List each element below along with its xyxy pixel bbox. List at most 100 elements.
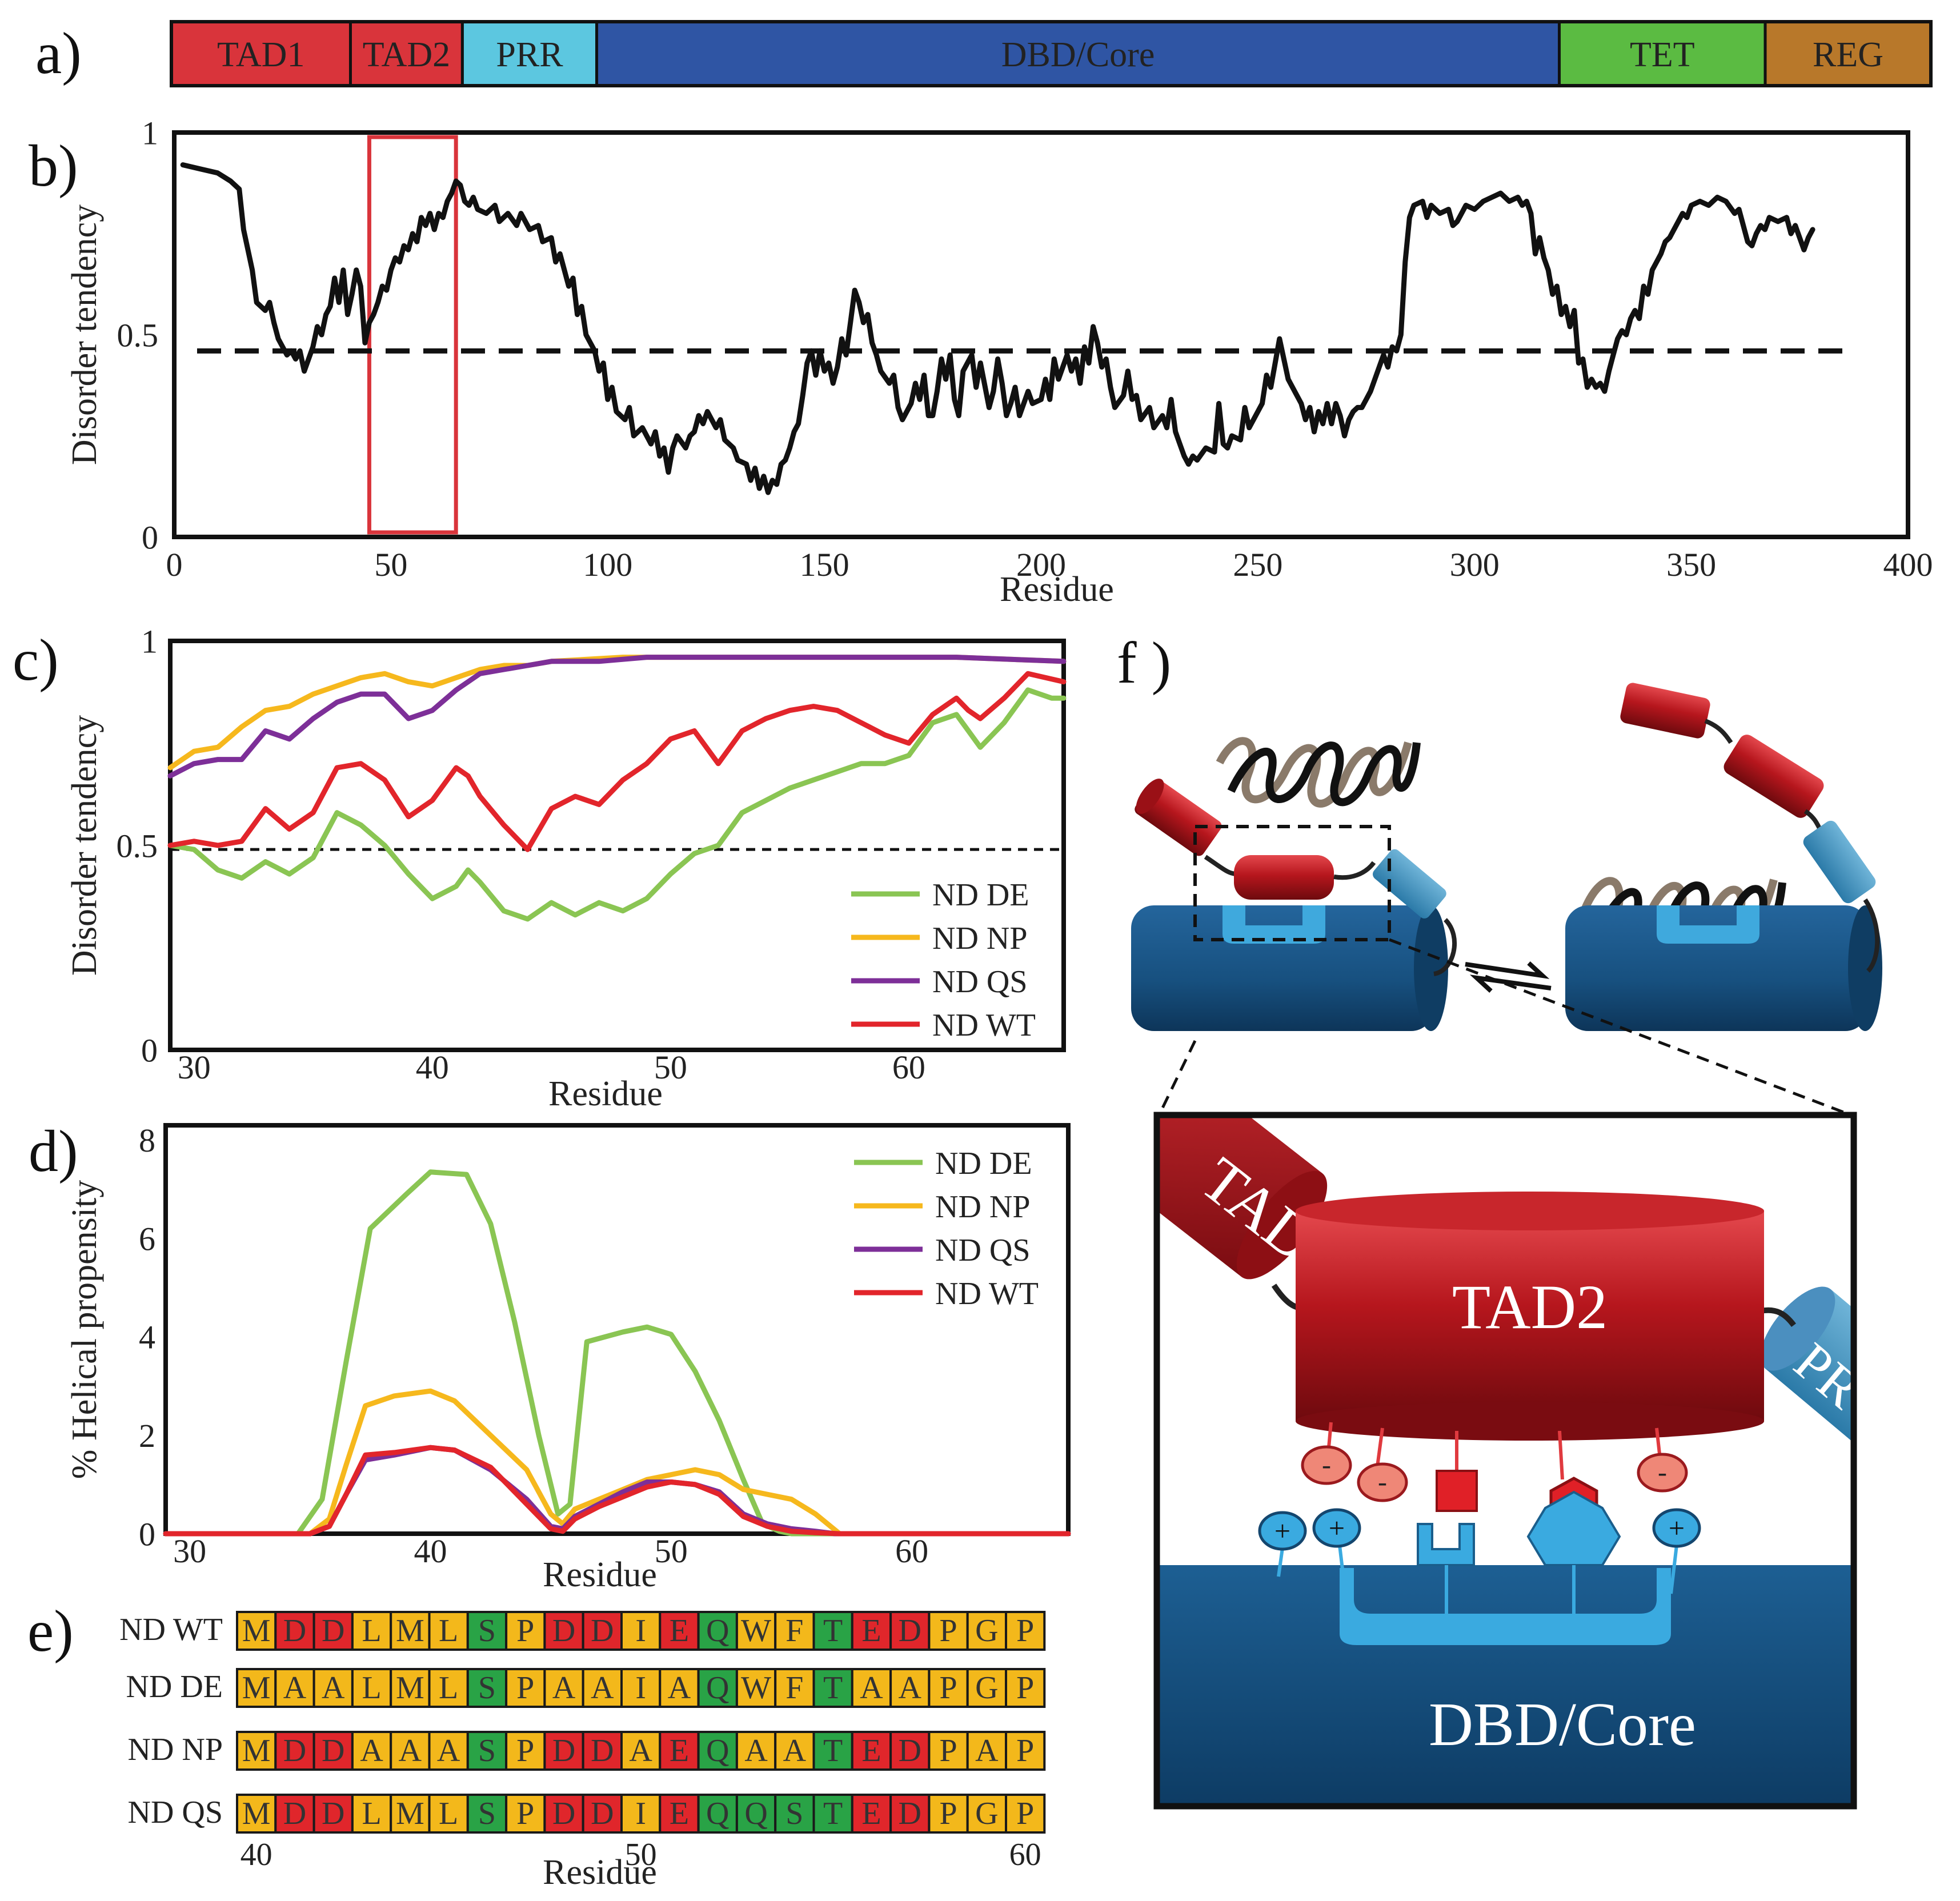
residue-letter: P (516, 1796, 534, 1831)
residue-letter: D (899, 1796, 921, 1831)
residue-cell (543, 1611, 584, 1651)
residue-cell (466, 1794, 508, 1834)
panel-a-label: a) (35, 21, 82, 86)
zoom-connector-left (1158, 1040, 1197, 1115)
residue-letter: A (744, 1733, 768, 1768)
panel-f-label: f ) (1117, 630, 1171, 696)
residue-letter: E (861, 1733, 881, 1768)
residue-letter: P (939, 1613, 957, 1649)
domain-reg (1763, 20, 1933, 87)
residue-letter: T (823, 1613, 843, 1649)
disorder-plot-variants: 30 40 50 60 0 0.5 1 Residue Disorder tendency ND … (65, 623, 1067, 1113)
residue-letter: P (516, 1613, 534, 1649)
y-tick-label: 6 (139, 1220, 155, 1257)
domain-label: PRR (496, 35, 563, 74)
equilibrium-arrows (1465, 961, 1552, 993)
residue-letter: A (783, 1733, 807, 1768)
domain-bar: TAD1 TAD2 PRR DBD/Core TET REG (170, 20, 1933, 87)
residue-letter: P (516, 1670, 534, 1706)
residue-cell (466, 1731, 508, 1771)
residue-letter: M (242, 1670, 271, 1706)
residue-cell (889, 1794, 931, 1834)
domain-bar-frame (170, 20, 1933, 87)
residue-cell (928, 1731, 969, 1771)
x-axis-label: Residue (548, 1074, 663, 1113)
legend-label: ND NP (932, 921, 1027, 956)
x-tick-label: 30 (173, 1533, 206, 1570)
x-tick-label: 30 (178, 1049, 211, 1086)
residue-letter: P (1016, 1613, 1034, 1649)
x-tick-label: 60 (892, 1049, 925, 1086)
tad1-helix-right (1620, 683, 1710, 739)
residue-letter: D (552, 1733, 575, 1768)
residue-letter: P (939, 1670, 957, 1706)
legend-label: ND DE (932, 877, 1029, 913)
y-tick-label: 0 (141, 1032, 158, 1069)
core-cylinder-right (1565, 905, 1882, 1031)
residue-cell (1005, 1731, 1046, 1771)
legend-label: ND NP (935, 1189, 1030, 1225)
bound-state-schematic (1131, 737, 1457, 1031)
residue-letter: P (939, 1796, 957, 1831)
x-tick-label: 100 (583, 546, 632, 583)
residue-letter: E (670, 1733, 689, 1768)
residue-cell (505, 1668, 546, 1708)
inset-prr-helix (1760, 1286, 1854, 1464)
residue-letter: F (785, 1670, 803, 1706)
residue-letter: S (785, 1796, 803, 1831)
residue-letter: L (362, 1796, 381, 1831)
residue-letter: Q (706, 1613, 729, 1649)
domain-label: TAD1 (217, 35, 304, 74)
residue-letter: D (283, 1733, 306, 1768)
residue-cell (236, 1794, 277, 1834)
hydrophobic-square (1436, 1470, 1478, 1512)
inset-frame (1153, 1112, 1857, 1810)
series-line-nd-np (167, 655, 1067, 771)
residue-cell (428, 1668, 469, 1708)
residue-letter: I (635, 1796, 646, 1831)
residue-cell (735, 1611, 777, 1651)
residue-letter: D (591, 1733, 614, 1768)
svg-text:+: + (1669, 1512, 1685, 1544)
residue-cell (735, 1668, 777, 1708)
core-cylinder-left (1131, 905, 1448, 1031)
legend-label: ND DE (935, 1146, 1032, 1181)
residue-cell (543, 1731, 584, 1771)
residue-cell (620, 1731, 662, 1771)
residue-letter: L (362, 1613, 381, 1649)
negative-charges: - - - (1301, 1445, 1688, 1502)
residue-cell (274, 1668, 315, 1708)
series-line-nd-de (167, 687, 1067, 922)
sequence-name: ND WT (119, 1612, 223, 1647)
residue-letter: P (1016, 1670, 1034, 1706)
residue-cell (390, 1794, 431, 1834)
residue-cell (928, 1668, 969, 1708)
residue-letter: S (478, 1796, 496, 1831)
x-tick-label: 40 (414, 1533, 447, 1570)
plot-frame (163, 1123, 1071, 1536)
series-line-nd-wt (167, 671, 1067, 852)
residue-cell (390, 1668, 431, 1708)
tad2-helix-left (1234, 855, 1334, 900)
residue-letter: D (552, 1796, 575, 1831)
residue-cell (966, 1794, 1007, 1834)
residue-letter: A (399, 1733, 422, 1768)
residue-letter: Q (706, 1796, 729, 1831)
residue-cell (505, 1731, 546, 1771)
residue-cell (851, 1611, 892, 1651)
residue-cell (1005, 1668, 1046, 1708)
residue-cell (889, 1668, 931, 1708)
residue-letter: I (635, 1613, 646, 1649)
residue-letter: D (322, 1613, 344, 1649)
y-tick-label: 0.5 (117, 316, 159, 354)
sequence-name: ND QS (128, 1795, 223, 1830)
inset-tad2-helix (1296, 1192, 1764, 1441)
residue-cell (851, 1794, 892, 1834)
disorder-plot-full: 0 50 100 150 200 250 300 350 400 0 0.5 1 Residue Diso… (65, 114, 1933, 609)
zoom-inset: TAD1 PR TAD2 - - - (1153, 1112, 1857, 1810)
unbound-state-schematic (1565, 683, 1882, 1031)
residue-letter: Q (706, 1733, 729, 1768)
sequence-name: ND NP (128, 1732, 223, 1767)
residue-cell (351, 1668, 392, 1708)
residue-cell (505, 1794, 546, 1834)
